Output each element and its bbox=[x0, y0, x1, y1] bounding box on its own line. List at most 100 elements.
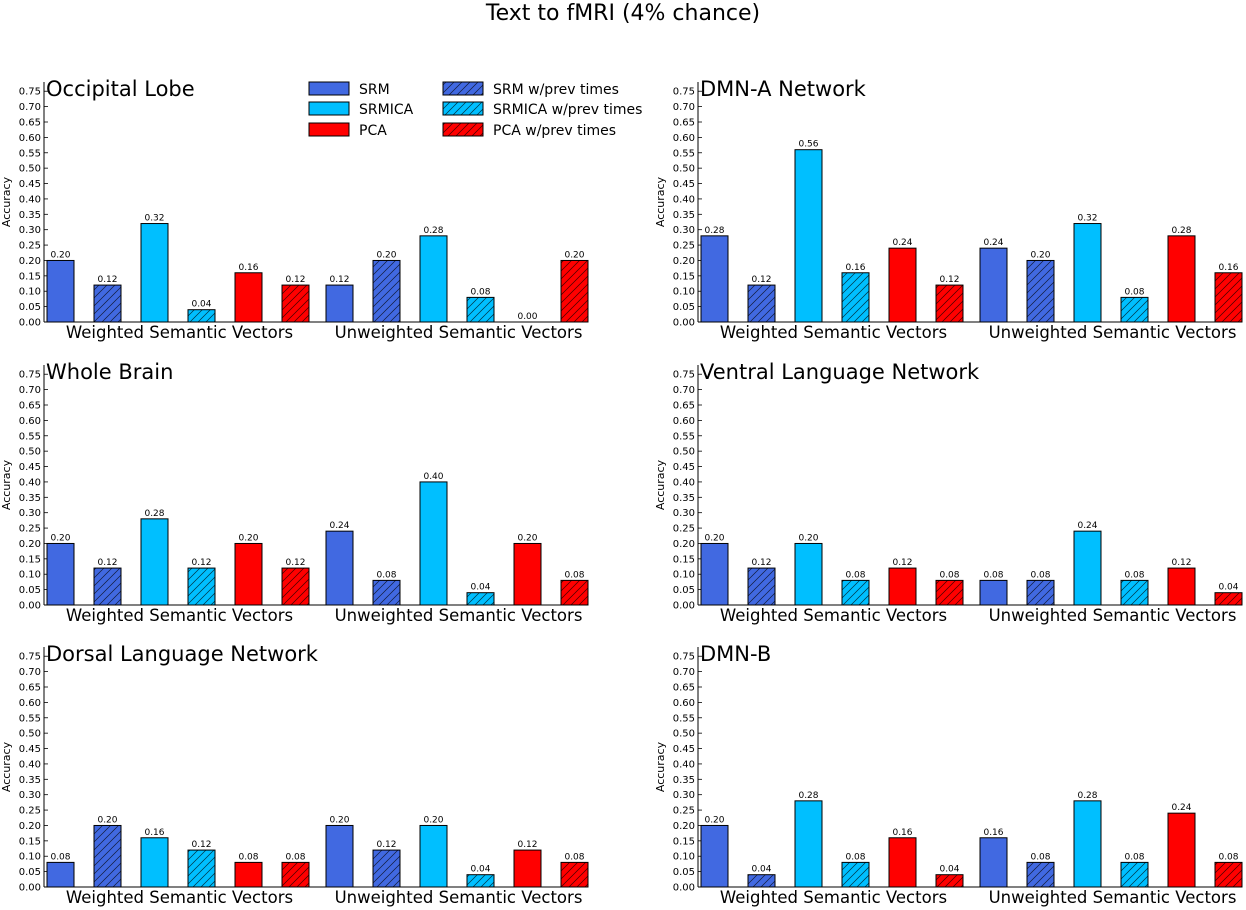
bar-value-label: 0.16 bbox=[892, 828, 912, 838]
bar-hatch bbox=[467, 297, 494, 322]
bar-hatch bbox=[1121, 862, 1148, 887]
y-tick-label: 0.30 bbox=[673, 225, 695, 236]
y-tick-label: 0.55 bbox=[673, 148, 695, 159]
y-tick-label: 0.30 bbox=[673, 508, 695, 519]
bar bbox=[234, 272, 263, 323]
y-tick-label: 0.50 bbox=[19, 729, 41, 740]
y-tick-label: 0.70 bbox=[673, 385, 695, 396]
bar-value-label: 0.28 bbox=[798, 791, 818, 801]
x-group-label: Unweighted Semantic Vectors bbox=[989, 323, 1237, 342]
bar bbox=[419, 824, 448, 888]
bar-value-label: 0.12 bbox=[517, 840, 537, 850]
y-tick-label: 0.55 bbox=[19, 148, 41, 159]
bar-value-label: 0.12 bbox=[285, 558, 305, 568]
bar bbox=[700, 542, 729, 606]
y-tick-label: 0.10 bbox=[673, 852, 695, 863]
x-group-label: Unweighted Semantic Vectors bbox=[335, 888, 583, 907]
bar-value-label: 0.28 bbox=[1077, 791, 1097, 801]
y-tick-label: 0.25 bbox=[19, 806, 41, 817]
bar-value-label: 0.28 bbox=[704, 226, 724, 236]
y-axis-label: Accuracy bbox=[654, 459, 667, 510]
bar bbox=[888, 247, 917, 323]
y-tick-label: 0.25 bbox=[673, 241, 695, 252]
bar-value-label: 0.32 bbox=[1077, 214, 1097, 224]
bar-value-label: 0.08 bbox=[845, 570, 865, 580]
y-axis-label: Accuracy bbox=[0, 459, 13, 510]
bar-hatch bbox=[561, 862, 588, 887]
bar-hatch bbox=[936, 285, 963, 322]
y-tick-label: 0.50 bbox=[19, 447, 41, 458]
bar-hatch bbox=[282, 285, 309, 322]
y-tick-label: 0.45 bbox=[673, 744, 695, 755]
y-tick-label: 0.20 bbox=[19, 821, 41, 832]
bar-value-label: 0.08 bbox=[983, 570, 1003, 580]
y-tick-label: 0.65 bbox=[19, 118, 41, 129]
y-tick-label: 0.20 bbox=[673, 539, 695, 550]
bar-value-label: 0.12 bbox=[751, 275, 771, 285]
y-tick-label: 0.00 bbox=[19, 883, 41, 894]
y-tick-label: 0.00 bbox=[673, 601, 695, 612]
y-tick-label: 0.35 bbox=[673, 493, 695, 504]
legend-label: PCA w/prev times bbox=[493, 123, 616, 139]
y-tick-label: 0.20 bbox=[673, 256, 695, 267]
bar-value-label: 0.20 bbox=[97, 815, 117, 825]
y-tick-label: 0.25 bbox=[19, 524, 41, 535]
y-tick-label: 0.55 bbox=[19, 431, 41, 442]
bar-value-label: 0.08 bbox=[470, 287, 490, 297]
bar-hatch bbox=[282, 862, 309, 887]
y-tick-label: 0.10 bbox=[19, 570, 41, 581]
y-tick-label: 0.45 bbox=[19, 462, 41, 473]
y-tick-label: 0.25 bbox=[19, 241, 41, 252]
bar bbox=[46, 861, 75, 888]
bar-value-label: 0.12 bbox=[751, 558, 771, 568]
bar-hatch bbox=[748, 874, 775, 887]
panel-4: 0.00 0.05 0.10 0.15 0.20 0.25 0.30 0.35 0.40 0.45… bbox=[654, 360, 1243, 625]
bar bbox=[419, 481, 448, 606]
bar-value-label: 0.24 bbox=[1077, 521, 1097, 531]
y-tick-label: 0.65 bbox=[673, 683, 695, 694]
bar-value-label: 0.08 bbox=[376, 570, 396, 580]
y-tick-label: 0.10 bbox=[19, 287, 41, 298]
bar bbox=[794, 149, 823, 323]
y-tick-label: 0.75 bbox=[673, 370, 695, 381]
bar bbox=[140, 223, 169, 323]
bar-hatch bbox=[188, 309, 215, 322]
y-tick-label: 0.05 bbox=[673, 867, 695, 878]
legend-swatch-hatch bbox=[443, 123, 483, 136]
bar-value-label: 0.20 bbox=[1030, 250, 1050, 260]
y-tick-label: 0.15 bbox=[673, 554, 695, 565]
y-tick-label: 0.60 bbox=[19, 133, 41, 144]
bar-hatch bbox=[373, 580, 400, 605]
bar-value-label: 0.12 bbox=[1171, 558, 1191, 568]
y-tick-label: 0.45 bbox=[673, 462, 695, 473]
x-group-label: Weighted Semantic Vectors bbox=[66, 323, 293, 342]
bar-value-label: 0.08 bbox=[1030, 570, 1050, 580]
bar bbox=[979, 247, 1008, 323]
bar-value-label: 0.12 bbox=[191, 558, 211, 568]
y-axis-label: Accuracy bbox=[0, 176, 13, 227]
y-tick-label: 0.60 bbox=[673, 133, 695, 144]
bar-hatch bbox=[561, 260, 588, 322]
y-tick-label: 0.15 bbox=[19, 554, 41, 565]
y-tick-label: 0.35 bbox=[19, 210, 41, 221]
y-tick-label: 0.00 bbox=[19, 318, 41, 329]
y-tick-label: 0.20 bbox=[19, 256, 41, 267]
bar bbox=[979, 579, 1008, 606]
bar-value-label: 0.04 bbox=[751, 865, 771, 875]
panel-2: 0.00 0.05 0.10 0.15 0.20 0.25 0.30 0.35 0.40 0.45… bbox=[654, 77, 1243, 342]
bar-hatch bbox=[94, 285, 121, 322]
legend-label: SRM bbox=[359, 82, 390, 98]
bar-value-label: 0.20 bbox=[704, 815, 724, 825]
bar-hatch bbox=[1215, 862, 1242, 887]
y-tick-label: 0.60 bbox=[673, 698, 695, 709]
y-tick-label: 0.65 bbox=[19, 683, 41, 694]
legend-label: SRMICA w/prev times bbox=[493, 102, 642, 118]
bar-value-label: 0.08 bbox=[1124, 570, 1144, 580]
panel-title: Ventral Language Network bbox=[700, 360, 980, 384]
y-tick-label: 0.60 bbox=[19, 698, 41, 709]
bar-hatch bbox=[748, 285, 775, 322]
bar-value-label: 0.16 bbox=[983, 828, 1003, 838]
y-tick-label: 0.75 bbox=[673, 652, 695, 663]
bar bbox=[234, 861, 263, 888]
y-tick-label: 0.40 bbox=[19, 477, 41, 488]
